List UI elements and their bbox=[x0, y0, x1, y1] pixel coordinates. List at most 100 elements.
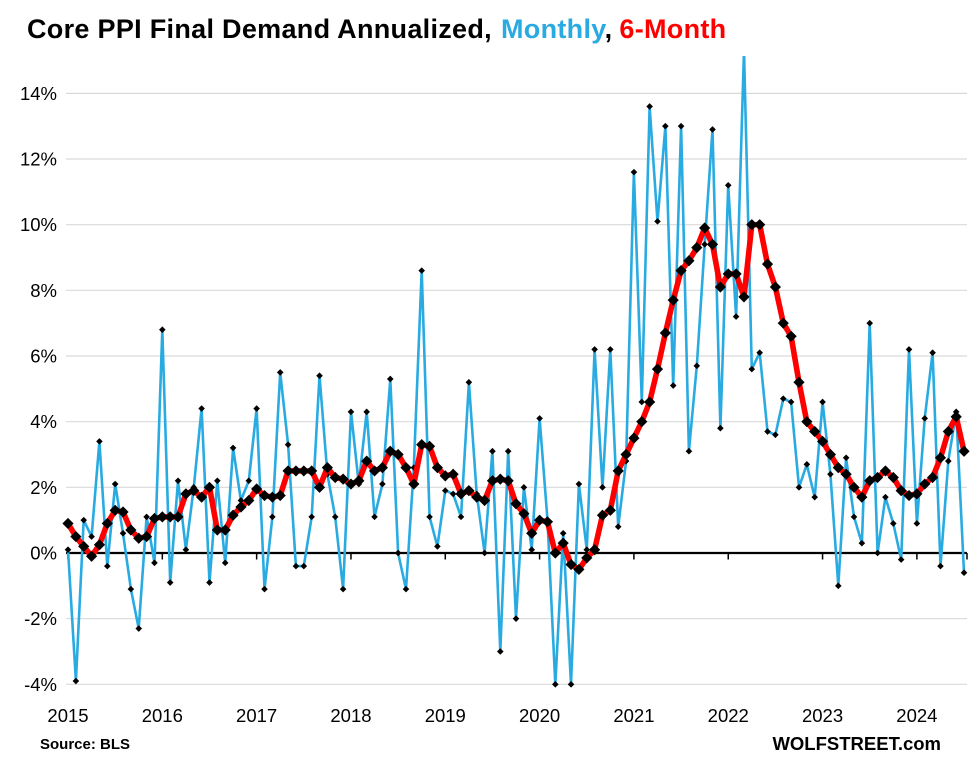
six-month-marker bbox=[251, 483, 263, 495]
monthly-marker bbox=[803, 461, 811, 468]
six-month-marker bbox=[463, 485, 475, 497]
six-month-marker bbox=[950, 411, 962, 423]
monthly-marker bbox=[732, 313, 740, 320]
six-month-marker bbox=[887, 471, 899, 484]
six-month-marker bbox=[282, 465, 294, 477]
monthly-marker bbox=[583, 546, 591, 554]
six-month-marker bbox=[431, 462, 444, 474]
title-monthly-label: Monthly bbox=[500, 14, 605, 44]
monthly-marker bbox=[528, 546, 536, 554]
y-tick-label: 12% bbox=[20, 149, 57, 170]
six-month-marker bbox=[502, 475, 514, 487]
monthly-marker bbox=[827, 470, 834, 478]
monthly-marker bbox=[166, 579, 174, 586]
six-month-marker bbox=[816, 435, 829, 447]
six-month-marker bbox=[227, 509, 239, 521]
monthly-marker bbox=[709, 126, 716, 133]
monthly-marker bbox=[308, 513, 315, 521]
six-month-marker bbox=[180, 488, 192, 500]
chart-title: Core PPI Final Demand Annualized, Monthly… bbox=[27, 14, 726, 45]
monthly-marker bbox=[591, 346, 598, 353]
monthly-marker bbox=[394, 549, 402, 557]
monthly-marker bbox=[614, 523, 622, 531]
six-month-marker bbox=[636, 416, 648, 428]
monthly-marker bbox=[575, 480, 583, 488]
six-month-marker bbox=[361, 455, 373, 467]
six-month-marker bbox=[526, 527, 538, 539]
monthly-marker bbox=[441, 487, 449, 494]
monthly-marker bbox=[748, 365, 756, 373]
six-month-marker bbox=[392, 448, 404, 461]
monthly-marker bbox=[717, 424, 724, 432]
monthly-marker bbox=[677, 122, 685, 130]
monthly-marker bbox=[127, 585, 135, 593]
monthly-marker bbox=[945, 457, 952, 465]
monthly-marker bbox=[402, 585, 410, 593]
six-month-marker bbox=[408, 478, 420, 490]
monthly-marker bbox=[363, 408, 370, 416]
six-month-marker bbox=[219, 524, 231, 536]
monthly-marker bbox=[646, 103, 653, 110]
six-month-marker bbox=[306, 465, 318, 477]
monthly-marker bbox=[379, 480, 386, 488]
monthly-marker bbox=[135, 625, 143, 632]
six-month-marker bbox=[164, 511, 176, 523]
monthly-marker bbox=[921, 415, 929, 422]
monthly-marker bbox=[434, 543, 441, 550]
monthly-marker bbox=[937, 562, 944, 570]
monthly-marker bbox=[599, 484, 606, 491]
six-month-marker bbox=[706, 238, 719, 250]
six-month-marker bbox=[494, 473, 506, 485]
six-month-marker bbox=[934, 452, 947, 464]
six-month-marker bbox=[644, 396, 656, 408]
monthly-marker bbox=[104, 562, 111, 570]
six-month-marker bbox=[345, 478, 357, 490]
monthly-marker bbox=[811, 493, 818, 501]
x-tick-label: 2024 bbox=[896, 705, 937, 726]
data-series bbox=[62, 56, 970, 688]
six-month-marker bbox=[919, 478, 931, 490]
monthly-marker bbox=[764, 428, 771, 435]
six-month-marker bbox=[848, 481, 860, 493]
monthly-marker bbox=[119, 530, 127, 537]
x-tick-label: 2016 bbox=[142, 705, 183, 726]
x-tick-label: 2021 bbox=[613, 705, 654, 726]
six-month-marker bbox=[141, 530, 153, 543]
six-month-marker bbox=[793, 376, 805, 388]
monthly-marker bbox=[206, 579, 213, 586]
monthly-marker bbox=[858, 539, 866, 547]
monthly-marker bbox=[504, 447, 512, 455]
monthly-marker bbox=[64, 546, 72, 554]
monthly-marker bbox=[418, 267, 425, 274]
six-month-marker bbox=[856, 491, 868, 503]
six-month-marker bbox=[534, 514, 546, 526]
monthly-marker bbox=[960, 569, 968, 576]
six-month-marker bbox=[699, 222, 711, 234]
monthly-marker bbox=[897, 556, 905, 563]
six-month-marker bbox=[258, 489, 271, 502]
six-month-marker bbox=[683, 255, 695, 267]
six-month-marker bbox=[942, 425, 954, 438]
six-month-marker bbox=[211, 524, 223, 536]
six-month-marker bbox=[188, 485, 200, 497]
monthly-marker bbox=[300, 562, 308, 570]
six-month-marker bbox=[596, 509, 609, 521]
six-month-marker bbox=[353, 475, 365, 487]
monthly-marker bbox=[276, 369, 284, 376]
six-month-line bbox=[65, 221, 967, 573]
six-month-marker bbox=[651, 363, 664, 375]
y-tick-label: -4% bbox=[24, 674, 57, 695]
six-month-marker bbox=[832, 462, 844, 474]
six-month-marker bbox=[785, 330, 797, 342]
six-month-marker bbox=[761, 258, 774, 270]
six-month-marker bbox=[313, 481, 326, 493]
y-tick-label: 8% bbox=[30, 280, 57, 301]
monthly-marker bbox=[347, 408, 355, 416]
monthly-marker bbox=[88, 533, 95, 540]
monthly-marker bbox=[221, 559, 229, 567]
six-month-marker bbox=[620, 448, 632, 461]
six-month-marker bbox=[667, 294, 679, 306]
monthly-marker bbox=[772, 431, 779, 439]
monthly-marker bbox=[724, 181, 732, 189]
monthly-marker bbox=[890, 520, 897, 527]
